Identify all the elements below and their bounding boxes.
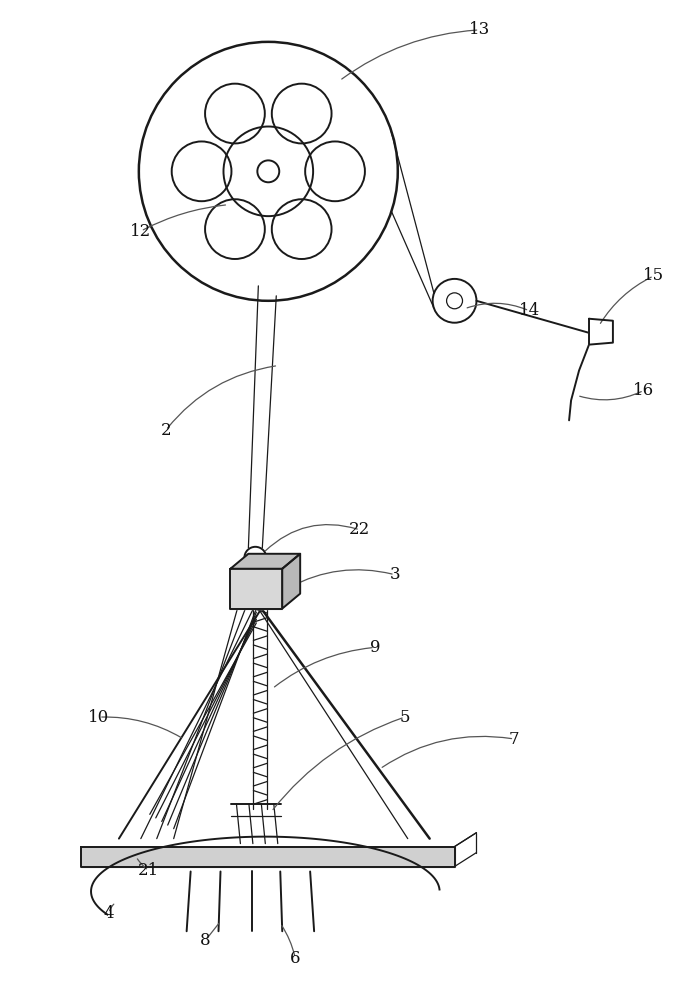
Polygon shape — [230, 569, 282, 609]
Text: 5: 5 — [400, 709, 410, 726]
Text: 10: 10 — [88, 709, 109, 726]
Polygon shape — [81, 847, 455, 867]
Text: 7: 7 — [509, 731, 519, 748]
Text: 12: 12 — [130, 223, 151, 240]
Text: 2: 2 — [160, 422, 171, 439]
Text: 13: 13 — [469, 21, 490, 38]
Text: 6: 6 — [290, 950, 301, 967]
Text: 9: 9 — [369, 639, 380, 656]
Polygon shape — [589, 319, 613, 345]
Text: 14: 14 — [519, 302, 540, 319]
Text: 3: 3 — [389, 566, 400, 583]
Text: 15: 15 — [643, 267, 665, 284]
Text: 4: 4 — [104, 905, 114, 922]
Polygon shape — [230, 554, 300, 569]
Polygon shape — [282, 554, 300, 609]
Text: 21: 21 — [138, 862, 160, 879]
Text: 22: 22 — [350, 521, 371, 538]
Text: 16: 16 — [633, 382, 654, 399]
Text: 8: 8 — [200, 932, 211, 949]
